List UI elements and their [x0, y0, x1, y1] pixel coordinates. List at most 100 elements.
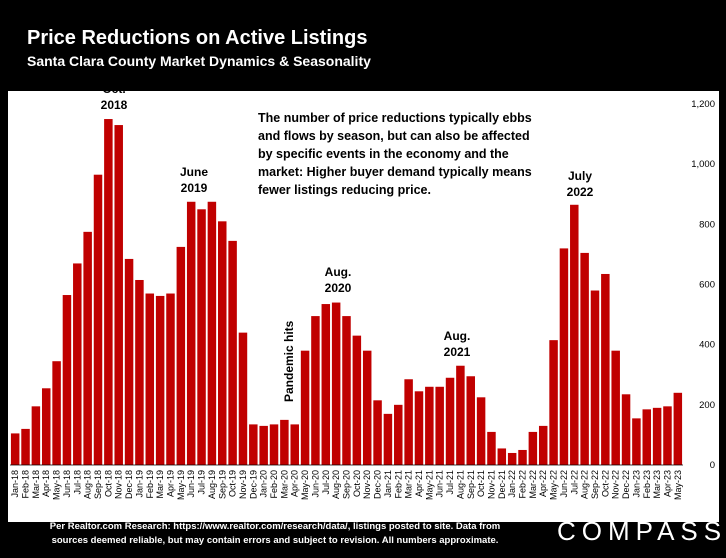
x-tick-label: Oct-22	[600, 470, 610, 497]
annotation-jul-2022: July 2022	[560, 168, 600, 200]
annotation-aug-2021-line2: 2021	[443, 345, 471, 359]
bar-apr-18	[41, 388, 51, 465]
bar-nov-21	[487, 431, 496, 465]
bar-jul-19	[197, 209, 206, 465]
bar-jan-22	[507, 452, 517, 465]
y-tick-label: 0	[710, 460, 715, 471]
x-tick-label: Jan-23	[631, 470, 641, 498]
bar-mar-22	[528, 431, 538, 465]
bar-dec-19	[249, 424, 258, 465]
x-tick-label: Aug-19	[207, 470, 217, 499]
x-tick-label: Feb-19	[145, 470, 155, 499]
bar-feb-22	[518, 449, 527, 465]
y-tick-label: 800	[699, 219, 715, 230]
bar-jan-23	[632, 418, 641, 465]
x-tick-label: Dec-21	[497, 470, 507, 499]
x-tick-label: Aug-21	[455, 470, 465, 499]
bar-sep-19	[218, 221, 227, 465]
x-tick-label: Jun-21	[435, 470, 445, 498]
x-tick-label: May-20	[300, 470, 310, 500]
bar-aug-22	[580, 252, 589, 465]
bar-feb-23	[642, 409, 652, 465]
bar-oct-22	[601, 273, 610, 465]
annotation-oct-2018-line1: Oct.	[102, 82, 126, 96]
x-tick-label: Jul-21	[445, 470, 455, 495]
bar-mar-18	[31, 406, 41, 465]
annotation-jul-2022-line1: July	[567, 169, 592, 183]
bar-jan-19	[135, 279, 144, 465]
bar-dec-22	[621, 394, 631, 465]
bar-may-18	[52, 361, 61, 465]
bar-aug-20	[331, 302, 341, 465]
x-tick-label: Jun-18	[62, 470, 72, 498]
x-tick-label: Jan-20	[259, 470, 269, 498]
x-tick-label: Sep-20	[342, 470, 352, 499]
bar-dec-21	[497, 448, 507, 465]
x-tick-label: May-22	[549, 470, 559, 500]
x-tick-label: May-23	[673, 470, 683, 500]
x-tick-label: Apr-19	[165, 470, 175, 497]
bar-aug-19	[207, 201, 217, 465]
annotation-jun-2019-line2: 2019	[180, 181, 208, 195]
x-tick-label: Mar-19	[155, 470, 165, 499]
x-tick-label: Feb-18	[21, 470, 31, 499]
bar-jan-21	[383, 413, 393, 465]
x-tick-label: Jan-22	[507, 470, 517, 498]
bar-feb-20	[269, 424, 279, 465]
chart-note: The number of price reductions typically…	[258, 111, 532, 197]
x-tick-label: Feb-20	[269, 470, 279, 499]
annotation-oct-2018: Oct. 2018	[94, 81, 134, 113]
x-tick-label: Sep-22	[590, 470, 600, 499]
annotation-jun-2019-line1: June	[179, 165, 208, 179]
bar-mar-20	[280, 419, 289, 466]
x-tick-label: Apr-22	[538, 470, 548, 497]
bar-dec-20	[373, 400, 382, 465]
annotation-pandemic: Pandemic hits	[282, 320, 296, 402]
x-tick-label: Nov-22	[611, 470, 621, 499]
annotation-jun-2019: June 2019	[174, 164, 214, 196]
bar-apr-20	[290, 424, 299, 465]
y-tick-label: 1,200	[691, 99, 715, 110]
x-tick-label: May-18	[52, 470, 62, 500]
bar-mar-21	[404, 379, 413, 465]
bar-aug-21	[456, 365, 465, 465]
x-tick-label: Oct-19	[228, 470, 238, 497]
x-tick-label: Jun-20	[310, 470, 320, 498]
chart-subtitle: Santa Clara County Market Dynamics & Sea…	[27, 53, 371, 69]
x-tick-label: Oct-18	[103, 470, 113, 497]
x-tick-label: Apr-23	[662, 470, 672, 497]
x-tick-label: Sep-19	[217, 470, 227, 499]
x-tick-label: Jun-19	[186, 470, 196, 498]
x-tick-label: Jul-19	[197, 470, 207, 495]
x-tick-label: May-21	[424, 470, 434, 500]
bar-oct-20	[352, 335, 362, 465]
bar-jun-21	[435, 386, 444, 465]
annotation-aug-2021-line1: Aug.	[443, 329, 471, 343]
bar-jun-19	[186, 201, 196, 465]
bar-oct-21	[476, 397, 486, 465]
x-tick-label: Mar-21	[404, 470, 414, 499]
bar-jun-22	[559, 248, 569, 465]
x-tick-label: Mar-18	[31, 470, 41, 499]
x-tick-label: Jul-22	[569, 470, 579, 495]
bar-sep-22	[590, 290, 600, 465]
x-tick-label: Jan-21	[383, 470, 393, 498]
bar-mar-23	[652, 407, 662, 465]
bar-jul-21	[445, 377, 455, 465]
bar-jan-18	[10, 433, 20, 465]
bar-feb-19	[145, 293, 155, 465]
x-tick-label: Nov-20	[362, 470, 372, 499]
annotation-aug-2021: Aug. 2021	[437, 328, 477, 360]
y-tick-label: 400	[699, 340, 715, 351]
x-tick-label: Feb-21	[393, 470, 403, 499]
x-tick-label: Apr-20	[290, 470, 300, 497]
x-tick-label: Dec-20	[373, 470, 383, 499]
x-tick-label: Mar-20	[279, 470, 289, 499]
x-tick-label: Jan-18	[10, 470, 20, 498]
y-tick-label: 600	[699, 280, 715, 291]
bar-apr-19	[166, 293, 175, 465]
y-tick-label: 200	[699, 400, 715, 411]
x-tick-label: Jul-20	[321, 470, 331, 495]
bar-may-23	[673, 392, 683, 465]
